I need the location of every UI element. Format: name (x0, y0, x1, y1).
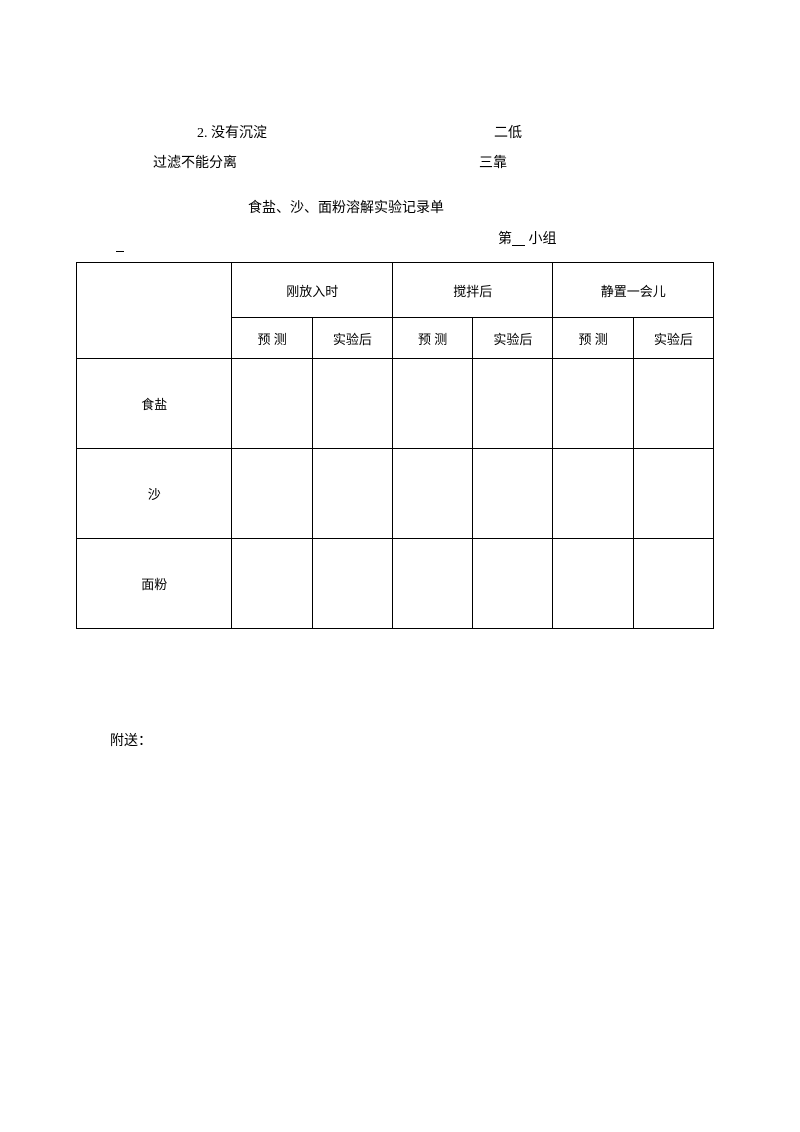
table-row: 面粉 (77, 539, 714, 629)
header-phase-1: 刚放入时 (232, 263, 393, 318)
footer-label: 附送： (110, 730, 152, 750)
data-cell (473, 359, 553, 449)
note-item-1: 2. 没有沉淀 (197, 122, 267, 142)
header-result-1: 实验后 (312, 318, 392, 359)
data-cell (553, 539, 633, 629)
note-item-2: 二低 (494, 122, 522, 142)
header-phase-3: 静置一会儿 (553, 263, 714, 318)
data-cell (392, 359, 472, 449)
header-result-2: 实验后 (473, 318, 553, 359)
data-cell (633, 449, 713, 539)
note-item-4: 三靠 (479, 152, 507, 172)
table-header-row-1: 刚放入时 搅拌后 静置一会儿 (77, 263, 714, 318)
data-cell (312, 539, 392, 629)
dash-mark (116, 251, 124, 252)
material-cell: 沙 (77, 449, 232, 539)
data-cell (553, 359, 633, 449)
data-cell (312, 359, 392, 449)
material-cell: 面粉 (77, 539, 232, 629)
data-cell (473, 449, 553, 539)
header-material-blank (77, 263, 232, 359)
note-item-3: 过滤不能分离 (153, 152, 237, 172)
data-cell (553, 449, 633, 539)
material-cell: 食盐 (77, 359, 232, 449)
experiment-table: 刚放入时 搅拌后 静置一会儿 预 测 实验后 预 测 实验后 预 测 实验后 食… (76, 262, 714, 629)
group-label: 第 小组 (498, 228, 557, 248)
data-cell (232, 539, 312, 629)
experiment-title: 食盐、沙、面粉溶解实验记录单 (248, 197, 444, 217)
data-cell (392, 539, 472, 629)
header-phase-2: 搅拌后 (392, 263, 553, 318)
data-cell (312, 449, 392, 539)
group-suffix: 小组 (529, 232, 557, 247)
table-row: 沙 (77, 449, 714, 539)
data-cell (473, 539, 553, 629)
header-result-3: 实验后 (633, 318, 713, 359)
header-predict-3: 预 测 (553, 318, 633, 359)
data-cell (392, 449, 472, 539)
data-cell (232, 449, 312, 539)
table-row: 食盐 (77, 359, 714, 449)
data-cell (633, 539, 713, 629)
group-prefix: 第 (498, 232, 512, 247)
data-cell (633, 359, 713, 449)
header-predict-2: 预 测 (392, 318, 472, 359)
data-cell (232, 359, 312, 449)
group-blank (512, 245, 525, 246)
header-predict-1: 预 测 (232, 318, 312, 359)
